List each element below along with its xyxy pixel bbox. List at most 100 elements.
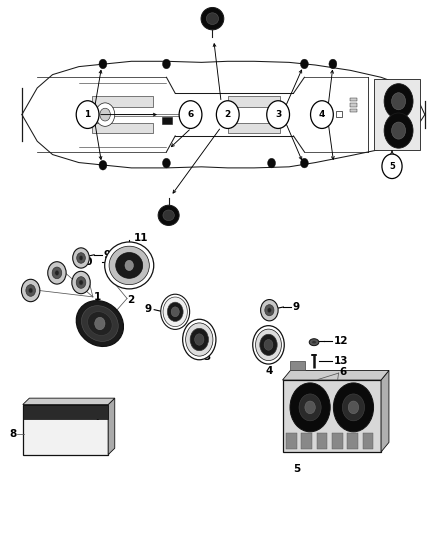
FancyBboxPatch shape <box>350 109 357 112</box>
Circle shape <box>392 122 406 139</box>
Circle shape <box>348 401 359 414</box>
Text: 8: 8 <box>9 430 16 439</box>
FancyBboxPatch shape <box>317 433 328 449</box>
Text: 6: 6 <box>339 367 347 376</box>
Circle shape <box>79 256 83 260</box>
Polygon shape <box>92 96 153 107</box>
Circle shape <box>264 340 273 350</box>
FancyBboxPatch shape <box>363 433 373 449</box>
Ellipse shape <box>88 312 112 335</box>
Text: 1: 1 <box>85 110 91 119</box>
Circle shape <box>76 277 86 288</box>
FancyBboxPatch shape <box>162 117 172 124</box>
FancyBboxPatch shape <box>301 433 312 449</box>
Text: 7: 7 <box>94 412 102 422</box>
Text: 1: 1 <box>94 292 102 302</box>
Circle shape <box>300 59 308 69</box>
Circle shape <box>55 270 59 276</box>
Circle shape <box>255 329 282 361</box>
Ellipse shape <box>109 246 149 285</box>
Ellipse shape <box>201 7 224 30</box>
Circle shape <box>382 154 402 179</box>
Circle shape <box>167 302 183 321</box>
Polygon shape <box>283 370 389 380</box>
Circle shape <box>300 158 308 168</box>
FancyBboxPatch shape <box>286 433 297 449</box>
Circle shape <box>95 103 115 126</box>
Circle shape <box>183 319 216 360</box>
Ellipse shape <box>309 339 319 345</box>
Circle shape <box>171 307 179 317</box>
Circle shape <box>265 305 274 316</box>
Polygon shape <box>228 96 280 107</box>
Text: 2: 2 <box>225 110 231 119</box>
Circle shape <box>268 158 276 168</box>
Text: 4: 4 <box>319 110 325 119</box>
Circle shape <box>253 326 284 364</box>
Circle shape <box>299 394 321 421</box>
Ellipse shape <box>105 242 154 289</box>
FancyBboxPatch shape <box>332 433 343 449</box>
FancyBboxPatch shape <box>290 361 305 370</box>
Circle shape <box>333 383 374 432</box>
Circle shape <box>261 300 278 321</box>
Text: 12: 12 <box>333 336 348 345</box>
Circle shape <box>52 267 62 279</box>
Circle shape <box>384 84 413 119</box>
Circle shape <box>216 101 239 128</box>
Text: 11: 11 <box>134 233 148 243</box>
Text: 9: 9 <box>145 304 152 314</box>
Circle shape <box>260 334 277 356</box>
Circle shape <box>162 59 170 69</box>
Text: 2: 2 <box>127 295 134 305</box>
Circle shape <box>21 279 40 302</box>
FancyBboxPatch shape <box>350 98 357 101</box>
Circle shape <box>79 280 83 285</box>
Polygon shape <box>381 370 389 452</box>
Circle shape <box>95 317 105 330</box>
Ellipse shape <box>206 13 219 25</box>
Circle shape <box>28 288 33 293</box>
Circle shape <box>194 334 204 345</box>
Text: 9: 9 <box>293 302 300 312</box>
Text: 6: 6 <box>187 110 194 119</box>
Text: 3: 3 <box>203 352 211 362</box>
Circle shape <box>268 308 271 312</box>
Circle shape <box>77 253 85 263</box>
Circle shape <box>76 101 99 128</box>
Circle shape <box>99 160 107 170</box>
Polygon shape <box>23 398 115 405</box>
Circle shape <box>73 248 89 268</box>
FancyBboxPatch shape <box>283 380 381 452</box>
Ellipse shape <box>76 301 124 346</box>
Circle shape <box>392 93 406 110</box>
Polygon shape <box>92 123 153 133</box>
Circle shape <box>384 113 413 148</box>
Ellipse shape <box>158 205 179 225</box>
Ellipse shape <box>163 210 174 221</box>
Circle shape <box>163 297 187 327</box>
Circle shape <box>179 101 202 128</box>
FancyBboxPatch shape <box>23 405 108 455</box>
Text: 9: 9 <box>103 250 110 260</box>
Circle shape <box>305 401 315 414</box>
Text: 10: 10 <box>79 257 93 267</box>
Polygon shape <box>228 123 280 133</box>
Circle shape <box>100 108 110 121</box>
Circle shape <box>72 271 90 294</box>
FancyBboxPatch shape <box>23 405 108 418</box>
Circle shape <box>329 59 337 69</box>
Circle shape <box>125 260 134 271</box>
FancyBboxPatch shape <box>350 103 357 107</box>
Circle shape <box>311 101 333 128</box>
Text: 13: 13 <box>333 356 348 366</box>
Ellipse shape <box>81 305 118 342</box>
FancyBboxPatch shape <box>347 433 358 449</box>
Circle shape <box>343 394 364 421</box>
Circle shape <box>161 294 190 329</box>
Circle shape <box>99 59 107 69</box>
FancyBboxPatch shape <box>374 79 420 150</box>
FancyBboxPatch shape <box>336 111 342 117</box>
Text: 5: 5 <box>389 162 395 171</box>
Text: 3: 3 <box>275 110 281 119</box>
